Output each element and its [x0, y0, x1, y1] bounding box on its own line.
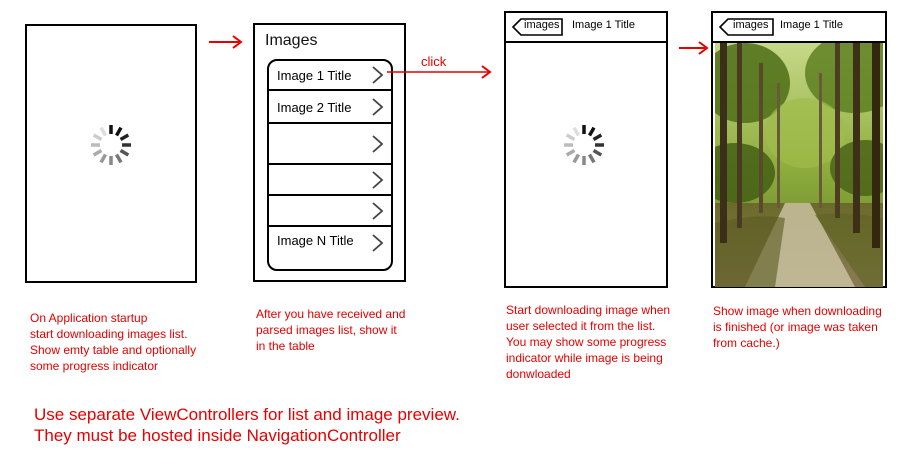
navigation-bar: images Image 1 Title [506, 13, 666, 43]
table-row[interactable] [269, 124, 391, 165]
chevron-right-icon [372, 135, 384, 153]
caption-loading: Start downloading image when user select… [506, 303, 671, 381]
back-button[interactable]: images [719, 18, 774, 36]
screen-image-list: Images Image 1 Title Image 2 Title [253, 23, 406, 282]
caption-startup: On Application startup start downloading… [30, 311, 197, 373]
activity-spinner-icon [91, 125, 131, 165]
table-row[interactable]: Image 1 Title [269, 61, 391, 91]
screen-image-loading: images Image 1 Title [504, 11, 668, 288]
architecture-note: Use separate ViewControllers for list an… [34, 405, 460, 445]
table-row[interactable] [269, 196, 391, 227]
activity-spinner-icon [564, 125, 604, 165]
list-title: Images [265, 32, 318, 49]
table-row[interactable]: Image N Title [269, 227, 391, 269]
screen-image-preview: images Image 1 Title [711, 11, 887, 288]
caption-list: After you have received and parsed image… [256, 307, 406, 353]
row-label: Image N Title [277, 233, 354, 248]
forest-path-photo [715, 43, 883, 287]
screen-startup [25, 24, 197, 283]
flow-arrow-3 [679, 41, 709, 55]
chevron-right-icon [372, 234, 384, 252]
caption-preview: Show image when downloading is finished … [713, 304, 882, 350]
images-table: Image 1 Title Image 2 Title [267, 59, 393, 271]
back-arrow-icon [512, 18, 563, 36]
row-label: Image 1 Title [277, 68, 352, 83]
flow-arrow-1 [209, 35, 243, 49]
nav-title: Image 1 Title [780, 19, 843, 31]
chevron-right-icon [372, 98, 384, 116]
chevron-right-icon [372, 66, 384, 84]
back-button[interactable]: images [512, 18, 564, 36]
navigation-bar: images Image 1 Title [713, 13, 885, 43]
back-button-label: images [524, 19, 560, 31]
click-arrow [387, 65, 492, 79]
nav-title: Image 1 Title [572, 19, 635, 31]
table-row[interactable] [269, 165, 391, 196]
back-arrow-icon [719, 18, 774, 36]
chevron-right-icon [372, 171, 384, 189]
table-row[interactable]: Image 2 Title [269, 91, 391, 124]
row-label: Image 2 Title [277, 100, 352, 115]
back-button-label: images [733, 19, 769, 31]
click-label: click [421, 54, 447, 69]
chevron-right-icon [372, 202, 384, 220]
